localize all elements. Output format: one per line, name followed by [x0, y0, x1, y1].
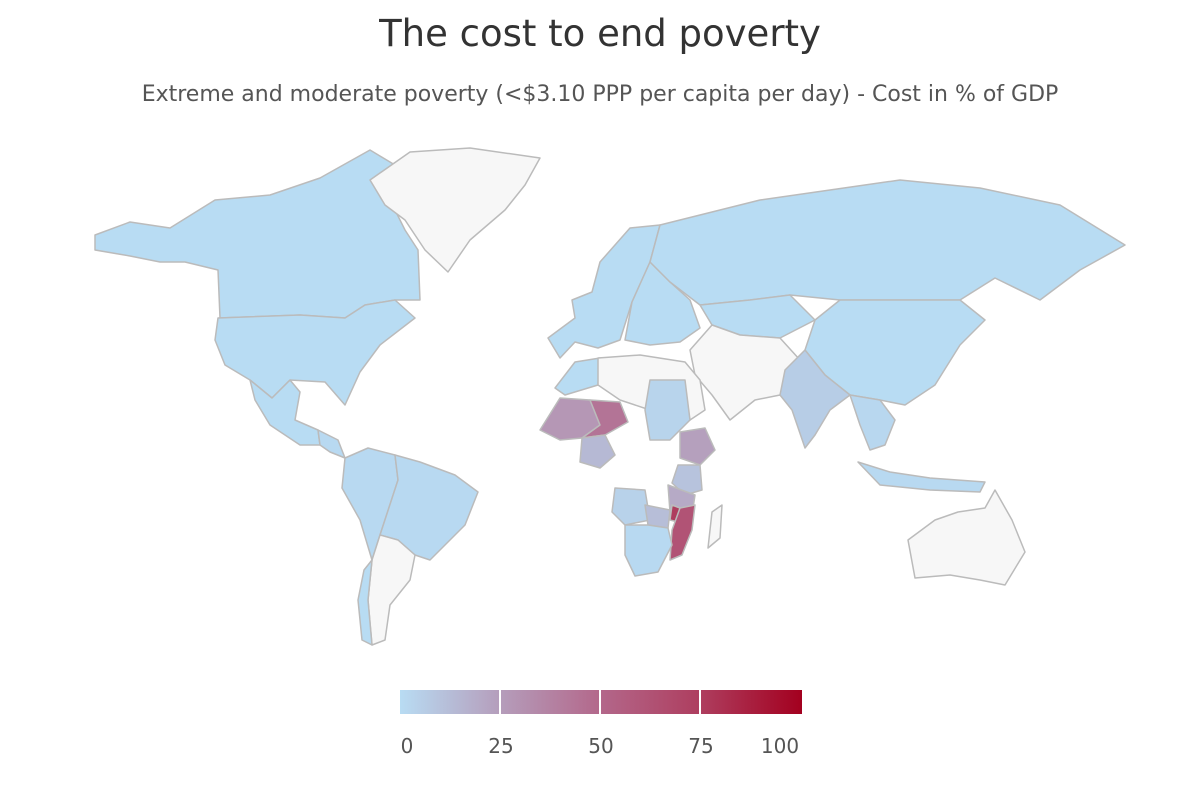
region-united-states[interactable] [214, 299, 416, 406]
region-mozambique[interactable] [669, 504, 696, 561]
region-australia[interactable] [907, 489, 1026, 586]
legend-separator [699, 690, 701, 714]
region-southeast-asia[interactable] [849, 394, 896, 451]
legend-tick-75: 75 [688, 734, 714, 758]
legend-tick-0: 0 [400, 734, 414, 758]
region-south-africa[interactable] [624, 524, 673, 577]
region-greenland[interactable] [369, 147, 541, 273]
region-madagascar[interactable] [707, 504, 723, 549]
region-ethiopia[interactable] [679, 427, 716, 466]
region-india[interactable] [779, 349, 851, 449]
map-title: The cost to end poverty [379, 12, 821, 55]
legend-color-bar [400, 690, 802, 714]
map-subtitle: Extreme and moderate poverty (<$3.10 PPP… [141, 82, 1059, 107]
legend-separator [599, 690, 601, 714]
region-russia[interactable] [649, 179, 1126, 306]
region-nigeria[interactable] [579, 434, 616, 469]
world-map[interactable] [0, 130, 1200, 660]
region-kenya[interactable] [671, 464, 703, 496]
region-central-america[interactable] [317, 429, 346, 459]
region-chile[interactable] [357, 559, 373, 646]
region-morocco[interactable] [554, 357, 601, 396]
region-brazil[interactable] [379, 454, 479, 561]
legend-separator [499, 690, 501, 714]
region-mexico[interactable] [249, 379, 321, 446]
region-canada[interactable] [94, 149, 421, 319]
region-indonesia[interactable] [857, 461, 986, 493]
region-argentina[interactable] [367, 534, 416, 646]
region-middle-east[interactable] [689, 324, 801, 421]
legend-tick-25: 25 [488, 734, 514, 758]
legend-tick-50: 50 [588, 734, 614, 758]
region-angola[interactable] [611, 487, 651, 526]
region-sudan[interactable] [644, 379, 691, 441]
legend-tick-100: 100 [760, 734, 800, 758]
